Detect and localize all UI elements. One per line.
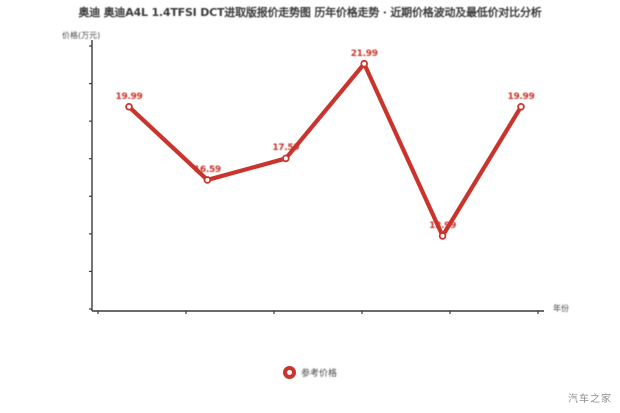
data-point-marker: [203, 176, 212, 184]
data-point-label: 13.99: [429, 220, 457, 231]
chart-legend: 参考价格: [0, 366, 620, 379]
data-point-marker: [360, 59, 369, 68]
data-point-label: 16.59: [193, 164, 221, 175]
legend-item-label: 参考价格: [300, 369, 337, 379]
data-point-label: 19.99: [507, 91, 535, 102]
series-line: [126, 61, 524, 238]
marker-group: [125, 59, 525, 240]
watermark: 汽车之家: [568, 394, 612, 405]
series-group: [126, 61, 524, 238]
y-axis-label: 价格(万元): [62, 31, 101, 40]
data-point-label: 21.99: [350, 48, 378, 59]
data-point-marker: [125, 102, 133, 111]
data-point-label: 19.99: [115, 91, 143, 102]
data-point-marker: [281, 154, 290, 163]
data-point-marker: [517, 102, 525, 111]
axis-group: [89, 40, 544, 314]
legend-marker-icon: [282, 366, 296, 379]
x-axis-label: 年份: [553, 304, 569, 313]
data-point-marker: [438, 232, 447, 240]
chart-title: 奥迪 奥迪A4L 1.4TFSI DCT进取版报价走势图 历年价格走势 · 近期…: [78, 6, 542, 19]
data-point-label: 17.59: [272, 143, 300, 154]
